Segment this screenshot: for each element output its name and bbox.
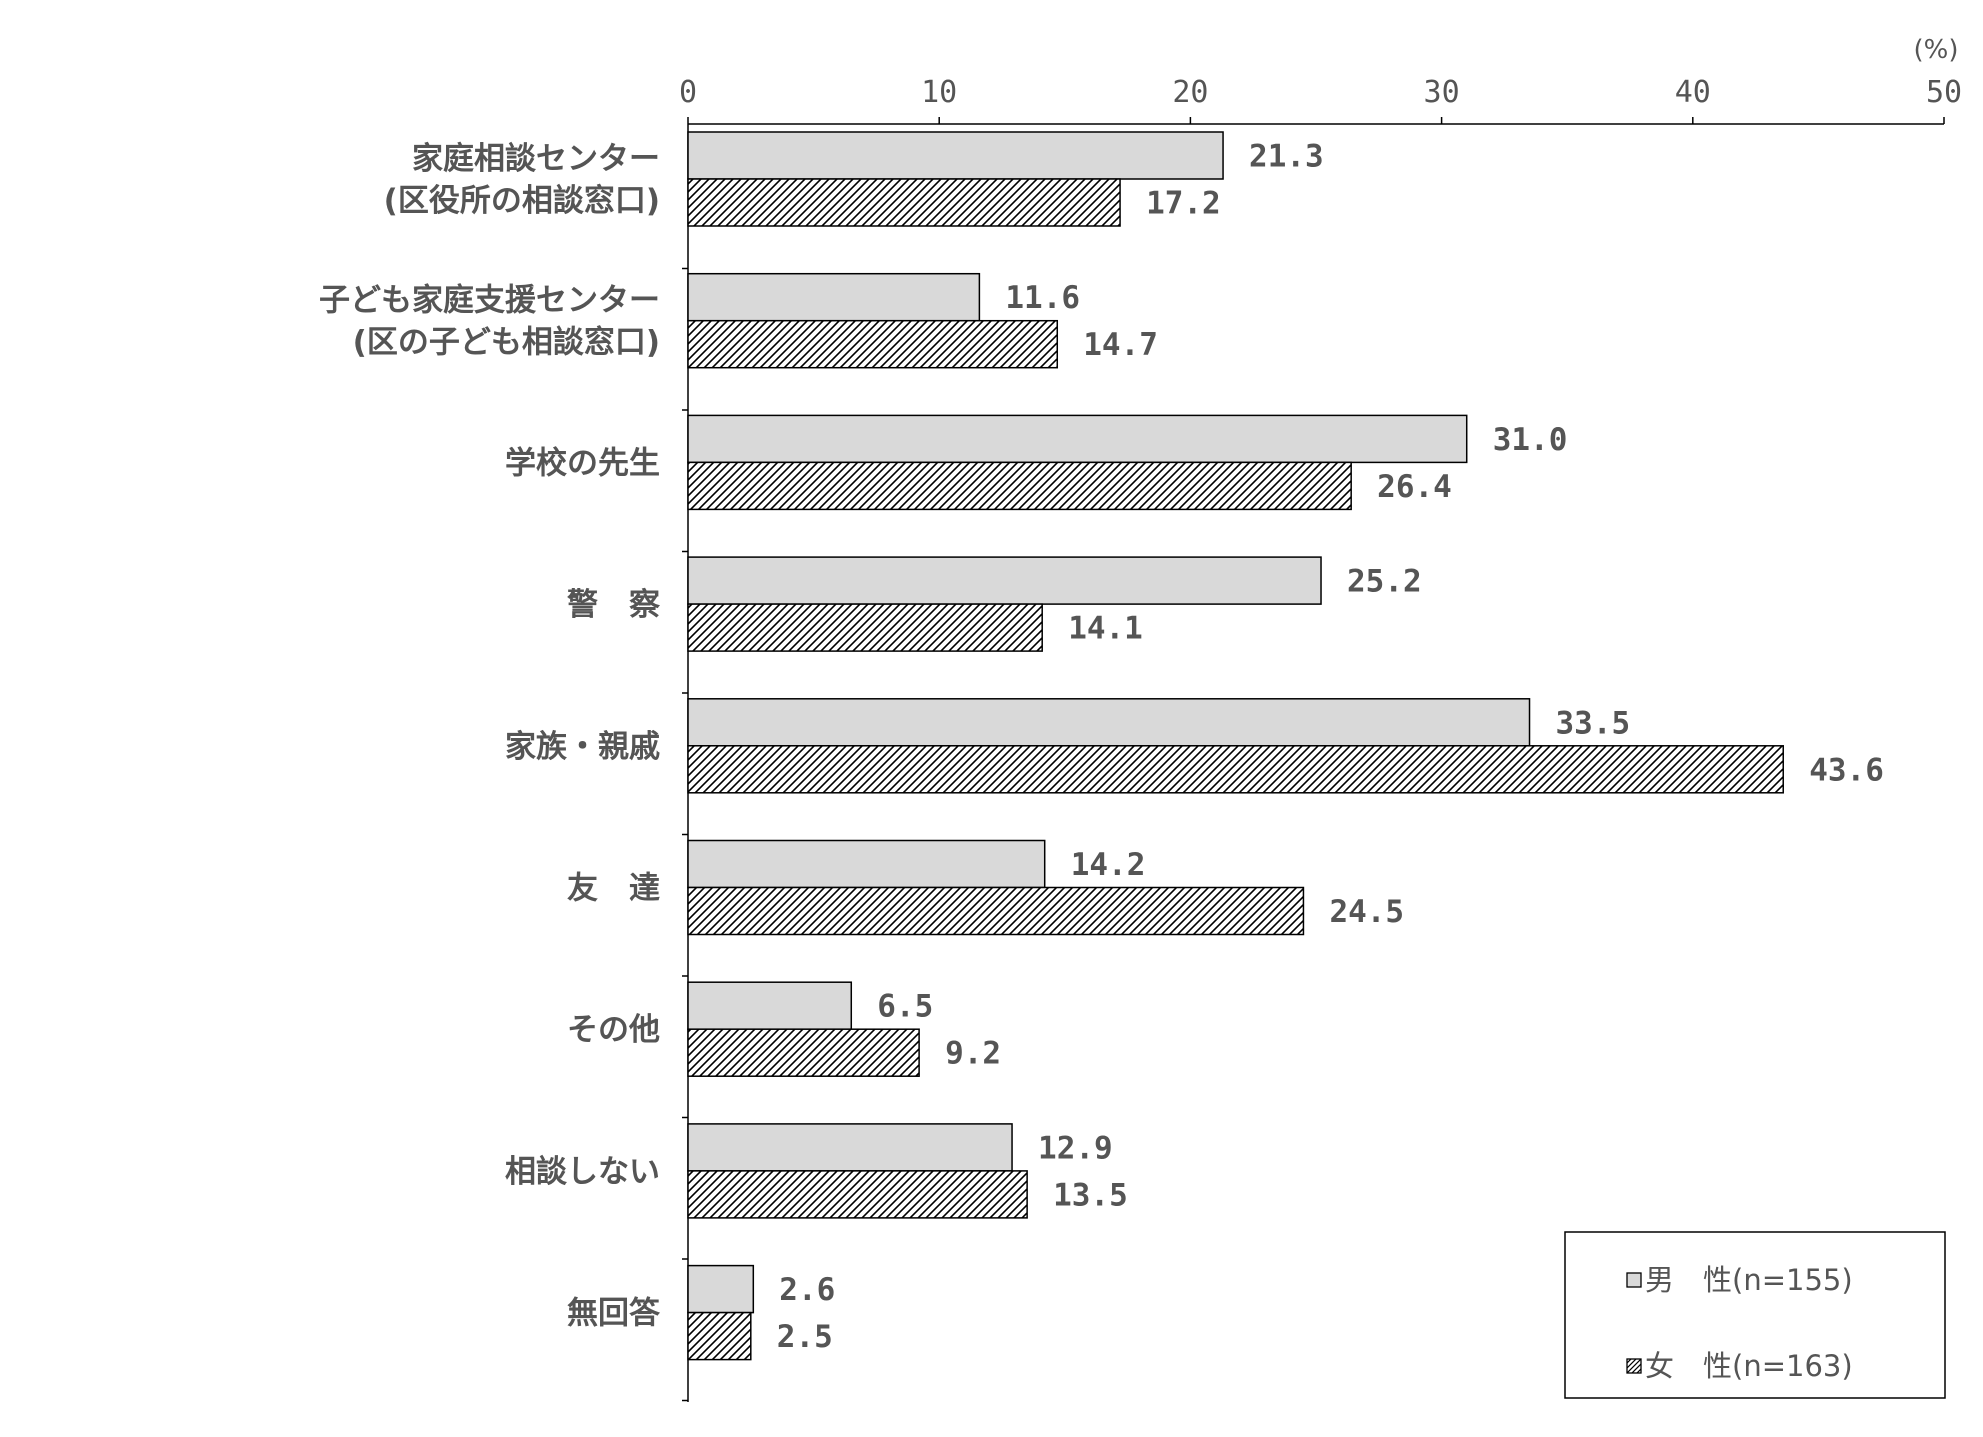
bar-male xyxy=(687,839,1046,889)
value-label: 2.6 xyxy=(779,1272,835,1308)
category-label: 友 達 xyxy=(567,871,660,907)
bar-female xyxy=(687,886,1305,936)
value-label: 25.2 xyxy=(1347,564,1422,600)
value-label: 17.2 xyxy=(1146,186,1221,222)
legend-swatch-female xyxy=(1626,1358,1642,1374)
bar-male xyxy=(687,131,1224,180)
category-label: 無回答 xyxy=(567,1296,661,1332)
value-label: 13.5 xyxy=(1053,1177,1128,1213)
bar-male xyxy=(687,272,981,322)
bar-female xyxy=(687,603,1043,652)
x-tick-label: 0 xyxy=(679,75,697,110)
bar-male xyxy=(687,698,1531,747)
value-label: 9.2 xyxy=(945,1036,1001,1072)
value-label: 26.4 xyxy=(1377,469,1452,505)
x-tick-label: 30 xyxy=(1424,75,1460,110)
legend: 男 性(n=155) 女 性(n=163) xyxy=(1564,1231,1946,1399)
category-label: 家族・親戚 xyxy=(505,729,660,765)
x-tick-label: 20 xyxy=(1172,75,1208,110)
value-label: 14.1 xyxy=(1068,611,1143,647)
x-tick-label: 40 xyxy=(1675,75,1711,110)
value-label: 6.5 xyxy=(877,989,933,1025)
value-label: 11.6 xyxy=(1005,280,1080,316)
value-label: 21.3 xyxy=(1249,139,1324,175)
category-label: 相談しない xyxy=(505,1154,660,1190)
bar-female xyxy=(687,1028,920,1077)
bar-female xyxy=(687,319,1059,369)
unit-label: (%) xyxy=(1914,35,1959,65)
value-label: 14.7 xyxy=(1083,327,1158,363)
labels-layer: 家庭相談センター (区役所の相談窓口) 21.3 17.2 子ども家庭支援センター (区の… xyxy=(319,139,1884,1356)
bar-female xyxy=(687,1311,752,1361)
legend-label: 女 性(n=163) xyxy=(1645,1349,1853,1383)
category-label: (区の子ども相談窓口) xyxy=(353,325,660,361)
category-label: 子ども家庭支援センター xyxy=(319,283,660,319)
bar-male xyxy=(687,1264,755,1314)
category-label: 学校の先生 xyxy=(505,445,660,481)
bar-female xyxy=(687,461,1352,511)
value-label: 33.5 xyxy=(1556,705,1631,741)
bar-female xyxy=(687,178,1121,227)
bar-male xyxy=(687,556,1322,605)
category-label: (区役所の相談窓口) xyxy=(384,183,660,219)
bar-male xyxy=(687,981,853,1030)
value-label: 24.5 xyxy=(1329,894,1404,930)
category-label: その他 xyxy=(567,1012,660,1048)
value-label: 31.0 xyxy=(1493,422,1568,458)
value-label: 14.2 xyxy=(1071,847,1146,883)
category-label: 家庭相談センター xyxy=(412,141,660,177)
value-label: 43.6 xyxy=(1809,752,1884,788)
bars-layer xyxy=(687,131,1784,1361)
bar-female xyxy=(687,745,1784,794)
legend-swatch-male xyxy=(1626,1272,1642,1288)
bar-female xyxy=(687,1170,1028,1219)
category-label: 警 察 xyxy=(567,587,661,623)
value-label: 2.5 xyxy=(777,1319,833,1355)
bar-male xyxy=(687,1123,1013,1172)
legend-label: 男 性(n=155) xyxy=(1645,1263,1853,1297)
value-label: 12.9 xyxy=(1038,1130,1113,1166)
x-tick-label: 50 xyxy=(1926,75,1962,110)
bar-male xyxy=(687,414,1468,464)
x-tick-label: 10 xyxy=(921,75,957,110)
